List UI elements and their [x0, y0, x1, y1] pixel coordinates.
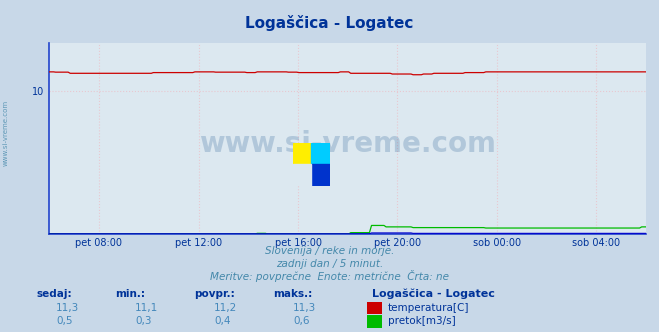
Text: www.si-vreme.com: www.si-vreme.com — [2, 100, 9, 166]
Text: 0,5: 0,5 — [56, 316, 72, 326]
Text: Logaščica - Logatec: Logaščica - Logatec — [372, 289, 495, 299]
Text: www.si-vreme.com: www.si-vreme.com — [199, 130, 496, 158]
Text: povpr.:: povpr.: — [194, 289, 235, 299]
Text: sedaj:: sedaj: — [36, 289, 72, 299]
Bar — [293, 143, 312, 164]
Text: 11,1: 11,1 — [135, 303, 158, 313]
Text: temperatura[C]: temperatura[C] — [388, 303, 470, 313]
Text: 0,6: 0,6 — [293, 316, 310, 326]
Bar — [312, 164, 330, 186]
Text: 11,3: 11,3 — [56, 303, 79, 313]
Text: Logaščica - Logatec: Logaščica - Logatec — [245, 15, 414, 31]
Text: maks.:: maks.: — [273, 289, 313, 299]
Text: Slovenija / reke in morje.: Slovenija / reke in morje. — [265, 246, 394, 256]
Text: 11,2: 11,2 — [214, 303, 237, 313]
Text: 0,3: 0,3 — [135, 316, 152, 326]
Bar — [293, 164, 312, 186]
Text: zadnji dan / 5 minut.: zadnji dan / 5 minut. — [276, 259, 383, 269]
Bar — [312, 143, 330, 164]
Text: Meritve: povprečne  Enote: metrične  Črta: ne: Meritve: povprečne Enote: metrične Črta:… — [210, 270, 449, 282]
Text: 11,3: 11,3 — [293, 303, 316, 313]
Text: min.:: min.: — [115, 289, 146, 299]
Text: pretok[m3/s]: pretok[m3/s] — [388, 316, 456, 326]
Text: 0,4: 0,4 — [214, 316, 231, 326]
